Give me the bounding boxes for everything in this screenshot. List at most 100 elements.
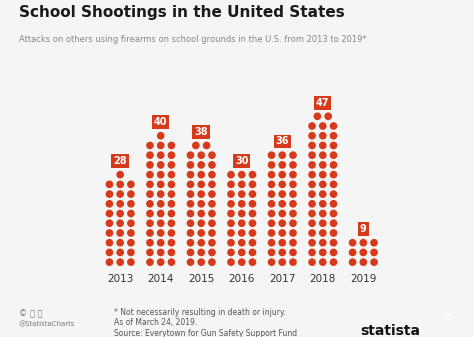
Circle shape [319, 161, 327, 169]
Circle shape [330, 151, 337, 159]
Circle shape [197, 249, 205, 256]
Circle shape [227, 171, 235, 179]
Circle shape [238, 190, 246, 198]
Circle shape [330, 142, 337, 149]
Circle shape [330, 122, 337, 130]
Circle shape [330, 161, 337, 169]
Circle shape [197, 219, 205, 227]
Circle shape [157, 239, 164, 247]
Circle shape [197, 200, 205, 208]
Circle shape [208, 239, 216, 247]
Circle shape [127, 200, 135, 208]
Circle shape [268, 181, 275, 188]
Circle shape [187, 171, 194, 179]
Circle shape [208, 219, 216, 227]
Text: 2015: 2015 [188, 274, 214, 283]
Circle shape [187, 219, 194, 227]
Circle shape [116, 200, 124, 208]
Circle shape [238, 239, 246, 247]
Circle shape [146, 161, 154, 169]
Circle shape [116, 219, 124, 227]
Circle shape [319, 200, 327, 208]
Circle shape [127, 210, 135, 217]
Circle shape [268, 258, 275, 266]
Text: 2018: 2018 [310, 274, 336, 283]
Circle shape [168, 161, 175, 169]
Circle shape [157, 258, 164, 266]
Text: 2016: 2016 [228, 274, 255, 283]
Circle shape [319, 142, 327, 149]
Circle shape [106, 249, 113, 256]
Text: 47: 47 [316, 98, 329, 108]
Circle shape [289, 219, 297, 227]
Circle shape [359, 258, 367, 266]
Circle shape [116, 258, 124, 266]
Circle shape [127, 229, 135, 237]
Circle shape [208, 181, 216, 188]
Circle shape [127, 181, 135, 188]
Circle shape [208, 249, 216, 256]
Circle shape [308, 229, 316, 237]
Circle shape [146, 200, 154, 208]
Circle shape [157, 132, 164, 140]
Circle shape [157, 200, 164, 208]
Circle shape [308, 258, 316, 266]
Circle shape [168, 181, 175, 188]
Circle shape [106, 181, 113, 188]
Circle shape [146, 249, 154, 256]
Circle shape [359, 239, 367, 247]
Text: 2013: 2013 [107, 274, 133, 283]
Circle shape [370, 239, 378, 247]
Circle shape [249, 258, 256, 266]
Text: ↗: ↗ [441, 310, 452, 323]
Circle shape [187, 249, 194, 256]
Circle shape [157, 210, 164, 217]
Text: 2014: 2014 [147, 274, 174, 283]
Text: 40: 40 [154, 117, 167, 127]
Circle shape [197, 171, 205, 179]
Circle shape [208, 190, 216, 198]
Circle shape [208, 171, 216, 179]
Circle shape [268, 239, 275, 247]
Circle shape [146, 229, 154, 237]
Circle shape [370, 249, 378, 256]
Circle shape [308, 171, 316, 179]
Circle shape [249, 171, 256, 179]
Circle shape [127, 239, 135, 247]
Circle shape [249, 200, 256, 208]
Circle shape [319, 181, 327, 188]
Circle shape [208, 229, 216, 237]
Circle shape [278, 249, 286, 256]
Text: School Shootings in the United States: School Shootings in the United States [19, 5, 345, 20]
Circle shape [289, 190, 297, 198]
Circle shape [227, 229, 235, 237]
Circle shape [319, 151, 327, 159]
Circle shape [308, 200, 316, 208]
Circle shape [106, 200, 113, 208]
Circle shape [249, 239, 256, 247]
Circle shape [308, 210, 316, 217]
Circle shape [330, 249, 337, 256]
Circle shape [324, 113, 332, 120]
Circle shape [168, 239, 175, 247]
Text: 28: 28 [113, 156, 127, 166]
Circle shape [349, 239, 356, 247]
Circle shape [349, 258, 356, 266]
Text: 38: 38 [194, 127, 208, 137]
Text: Source: Everytown for Gun Safety Support Fund: Source: Everytown for Gun Safety Support… [114, 329, 297, 337]
Circle shape [249, 181, 256, 188]
Circle shape [319, 219, 327, 227]
Circle shape [370, 258, 378, 266]
Circle shape [278, 190, 286, 198]
Circle shape [116, 171, 124, 179]
Circle shape [187, 210, 194, 217]
Circle shape [197, 239, 205, 247]
Circle shape [197, 229, 205, 237]
Circle shape [278, 219, 286, 227]
Circle shape [238, 229, 246, 237]
Circle shape [308, 161, 316, 169]
Circle shape [289, 200, 297, 208]
Circle shape [330, 239, 337, 247]
Text: 2019: 2019 [350, 274, 376, 283]
Circle shape [238, 181, 246, 188]
